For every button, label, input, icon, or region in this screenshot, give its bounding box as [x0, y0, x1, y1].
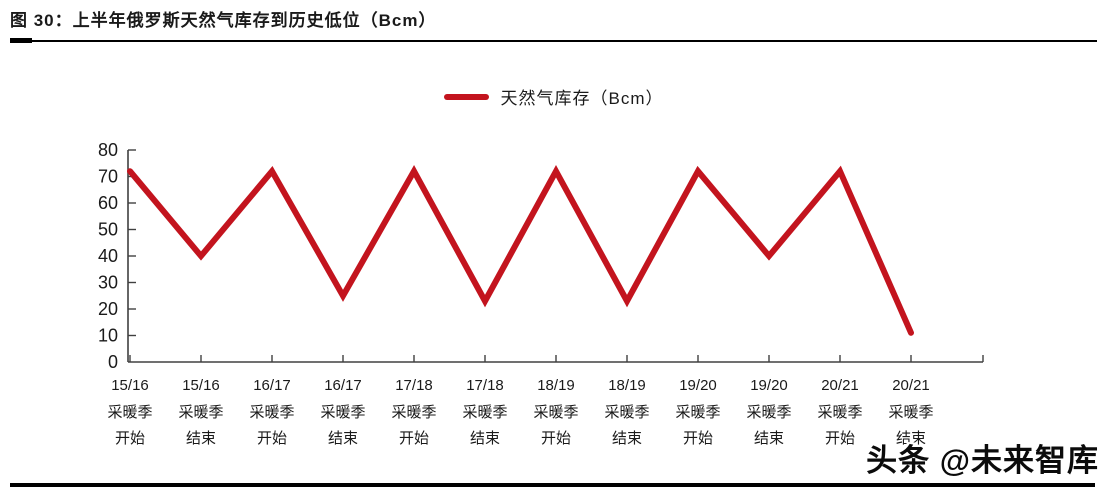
x-axis-category-label: 16/17 采暖季结束: [320, 377, 365, 447]
y-axis-tick-label: 0: [108, 352, 118, 372]
y-axis-tick-label: 50: [98, 220, 118, 240]
chart-svg: 0 10 20 30 40 50 60 70 80 15/16 采暖季开始 15/16 采暖季结束 16/…: [98, 140, 984, 447]
legend: 天然气库存（Bcm）: [0, 84, 1107, 109]
x-axis-category-label: 17/18 采暖季开始: [391, 377, 436, 447]
legend-label: 天然气库存（Bcm）: [500, 89, 664, 108]
y-axis-tick-label: 30: [98, 273, 118, 293]
x-axis-category-label: 18/19 采暖季开始: [533, 377, 578, 447]
y-axis-tick-label: 20: [98, 299, 118, 319]
watermark: 头条 @未来智库: [866, 443, 1099, 478]
figure-title: 图 30：上半年俄罗斯天然气库存到历史低位（Bcm）: [10, 11, 437, 30]
x-axis-category-label: 19/20 采暖季结束: [746, 377, 791, 447]
x-axis-category-label: 20/21 采暖季开始: [817, 377, 862, 447]
bottom-rule: [10, 483, 1095, 487]
x-axis-category-label: 20/21 采暖季结束: [888, 377, 933, 447]
legend-line-swatch: [443, 93, 489, 100]
y-axis-tick-label: 10: [98, 326, 118, 346]
y-axis-tick-label: 70: [98, 167, 118, 187]
x-axis-category-label: 15/16 采暖季结束: [178, 377, 223, 447]
title-rule-accent: [10, 38, 32, 43]
x-axis-category-label: 17/18 采暖季结束: [462, 377, 507, 447]
y-axis-tick-label: 80: [98, 140, 118, 160]
title-rule: [10, 40, 1097, 42]
series-line-gas-inventory: [127, 164, 914, 336]
y-axis-tick-label: 40: [98, 246, 118, 266]
x-axis-category-label: 15/16 采暖季开始: [107, 377, 152, 447]
x-axis-category-label: 16/17 采暖季开始: [249, 377, 294, 447]
x-axis-category-label: 18/19 采暖季结束: [604, 377, 649, 447]
x-axis-category-label: 19/20 采暖季开始: [675, 377, 720, 447]
y-axis-tick-label: 60: [98, 193, 118, 213]
